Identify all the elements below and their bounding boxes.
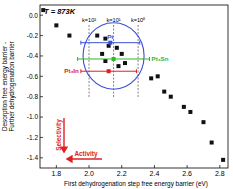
error-bar: [81, 41, 140, 45]
error-cap: [139, 41, 140, 45]
y-axis-label: Further dehydrogenation barrier: [8, 41, 16, 132]
series-label: Pt₃In: [64, 67, 79, 74]
error-cap: [149, 57, 150, 61]
y-tick-label: -1.4: [27, 154, 39, 161]
point: [201, 120, 205, 124]
point: [54, 23, 58, 27]
x-tick: [89, 165, 90, 168]
x-tick-label: 2.0: [84, 170, 94, 177]
x-tick: [187, 165, 188, 168]
cluster-ellipse: [83, 23, 144, 90]
chart: 1.8 2.0 2.2 2.4 2.6 2.8 0.0 -0.2 -0.4 -0.6 -0.8 -1.…: [0, 0, 233, 189]
plot-frame: [40, 5, 228, 168]
series-label: Pt₃Sn: [152, 55, 169, 62]
point: [112, 57, 116, 61]
point: [149, 76, 153, 80]
y-tick: [40, 76, 43, 77]
k-label: k=10¹: [106, 17, 120, 23]
point: [115, 46, 119, 50]
x-tick: [219, 165, 220, 168]
point: [67, 34, 71, 38]
y-tick: [40, 15, 43, 16]
point: [123, 61, 127, 65]
plot-marks: [41, 8, 225, 162]
x-tick: [56, 165, 57, 168]
annotation: Selectivity: [55, 119, 63, 151]
y-tick-label: 0.0: [29, 12, 38, 19]
x-tick: [121, 165, 122, 168]
point: [41, 8, 45, 12]
y-tick-label: -1.2: [27, 134, 39, 141]
point: [162, 90, 166, 94]
title: T = 873K: [44, 7, 76, 16]
y-tick: [40, 137, 43, 138]
y-tick-label: -0.6: [27, 73, 39, 80]
point: [95, 34, 99, 38]
x-tick-label: 2.6: [182, 170, 192, 177]
selectivity-arrow: [63, 118, 64, 152]
y-tick-label: -0.4: [27, 52, 39, 59]
k-label: k=10²: [82, 17, 96, 23]
k-label: k=10⁰: [131, 17, 145, 23]
error-cap: [77, 57, 78, 61]
point: [107, 69, 111, 73]
point: [108, 41, 112, 45]
y-tick: [40, 35, 43, 36]
x-tick: [154, 165, 155, 168]
x-tick-label: 2.8: [215, 170, 225, 177]
y-tick-label: -0.8: [27, 93, 39, 100]
x-tick-label: 2.4: [150, 170, 160, 177]
x-tick-label: 2.2: [117, 170, 127, 177]
point: [120, 52, 124, 56]
point: [100, 52, 104, 56]
point: [103, 59, 107, 63]
y-tick: [40, 117, 43, 118]
point: [182, 105, 186, 109]
annotation: Activity: [74, 150, 98, 158]
x-tick-label: 1.8: [51, 170, 61, 177]
point: [210, 141, 214, 145]
y-tick-label: -0.2: [27, 32, 39, 39]
series-label: Pt: [107, 33, 113, 40]
y-tick: [40, 157, 43, 158]
y-tick-label: -1.0: [27, 113, 39, 120]
point: [221, 158, 225, 162]
point: [188, 110, 192, 114]
x-axis-label: First dehydrogenation step free energy b…: [64, 180, 208, 188]
error-cap: [80, 69, 81, 73]
point: [156, 74, 160, 78]
error-bar: [78, 57, 150, 61]
point: [169, 95, 173, 99]
error-bar: [81, 69, 137, 73]
point: [116, 64, 120, 68]
y-tick: [40, 96, 43, 97]
error-cap: [80, 41, 81, 45]
error-cap: [136, 69, 137, 73]
activity-arrow: [67, 158, 102, 159]
y-tick: [40, 55, 43, 56]
